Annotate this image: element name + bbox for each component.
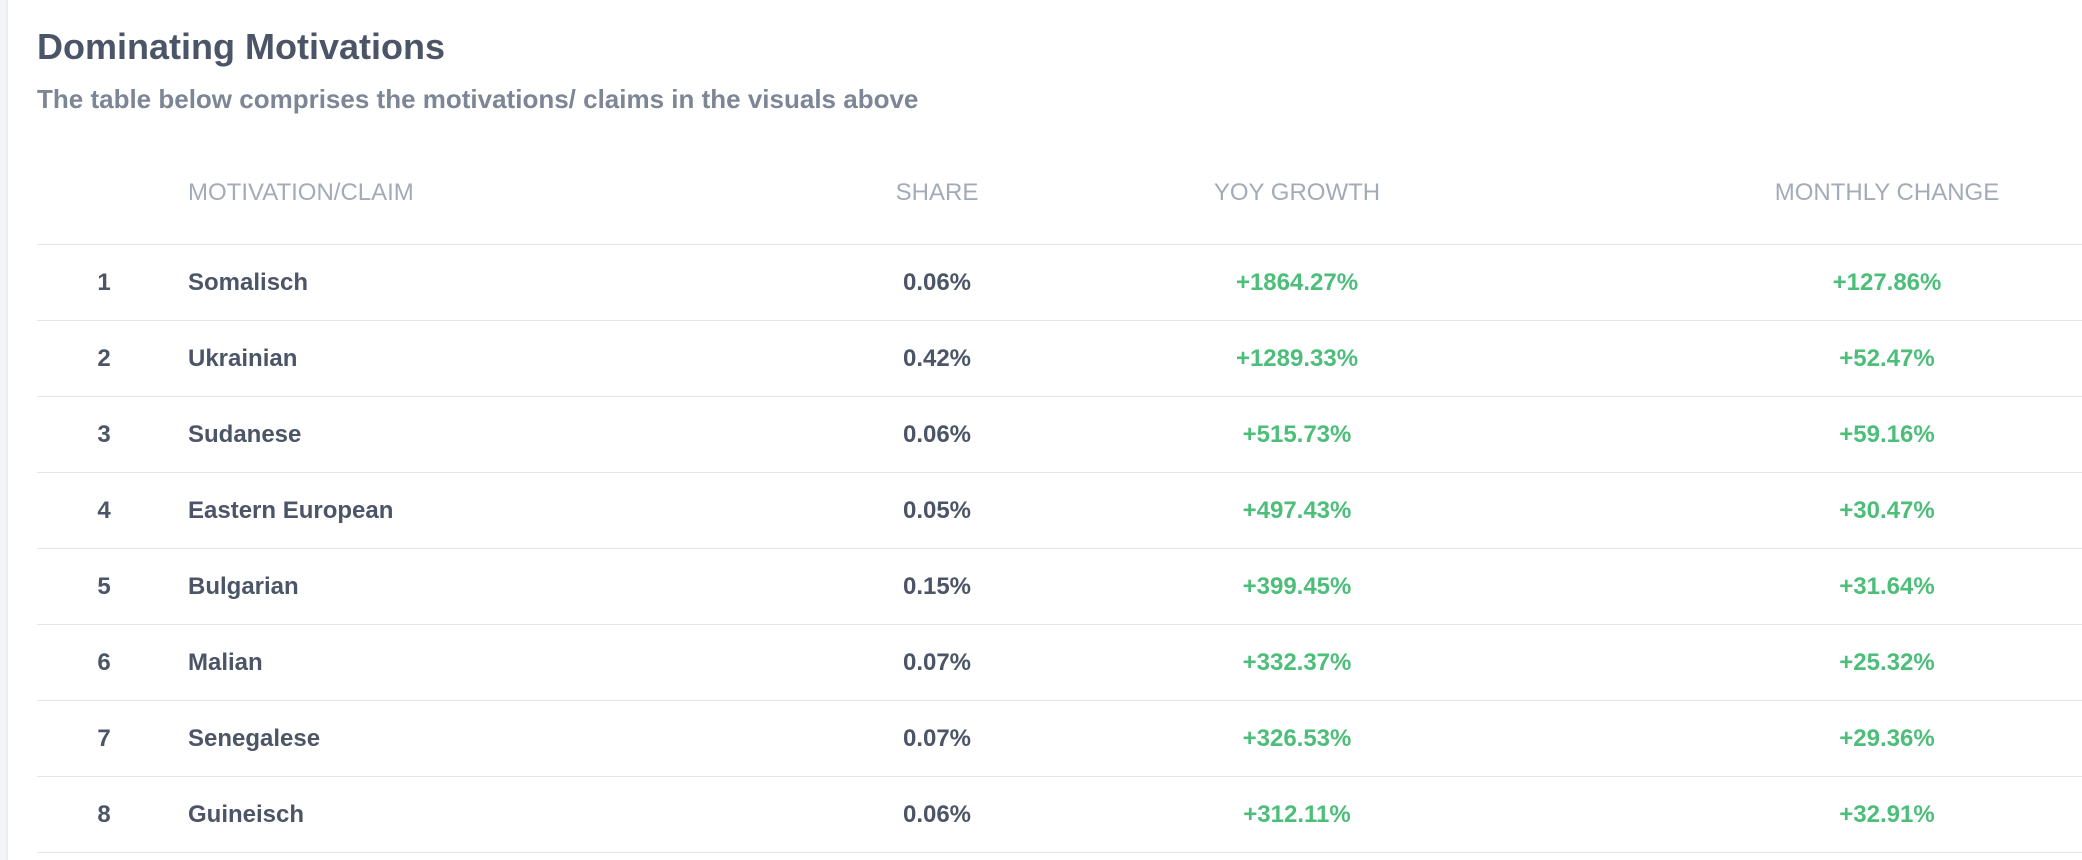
left-panel-border — [0, 0, 8, 860]
row-share: 0.07% — [902, 649, 972, 676]
table-header-row: MOTIVATION/CLAIM SHARE YOY GROWTH MONTHL… — [37, 168, 2082, 245]
row-yoy-growth: +497.43% — [1242, 497, 1352, 524]
table-row: 6 Malian 0.07% +332.37% +25.32% — [37, 625, 2082, 701]
row-motivation-name: Bulgarian — [188, 573, 299, 600]
row-motivation-name: Sudanese — [188, 421, 302, 448]
row-monthly-change: +25.32% — [1839, 649, 1935, 676]
row-share: 0.05% — [902, 497, 972, 524]
row-yoy-growth: +312.11% — [1243, 801, 1351, 828]
table-row: 1 Somalisch 0.06% +1864.27% +127.86% — [37, 245, 2082, 321]
row-motivation-name: Malian — [188, 649, 263, 676]
table-row: 5 Bulgarian 0.15% +399.45% +31.64% — [37, 549, 2082, 625]
row-share: 0.15% — [902, 573, 972, 600]
row-share: 0.42% — [902, 345, 972, 372]
header-yoy-growth[interactable]: YOY GROWTH — [1213, 179, 1381, 206]
row-yoy-growth: +1864.27% — [1235, 269, 1359, 296]
table-row: 2 Ukrainian 0.42% +1289.33% +52.47% — [37, 321, 2082, 397]
row-rank: 3 — [97, 421, 111, 448]
row-monthly-change: +52.47% — [1839, 345, 1935, 372]
row-rank: 2 — [97, 345, 111, 372]
row-monthly-change: +31.64% — [1839, 573, 1935, 600]
row-motivation-name: Eastern European — [188, 497, 394, 524]
row-rank: 1 — [97, 269, 111, 296]
section-title: Dominating Motivations — [37, 26, 445, 67]
row-monthly-change: +127.86% — [1832, 269, 1942, 296]
row-monthly-change: +29.36% — [1839, 725, 1935, 752]
row-share: 0.06% — [902, 421, 972, 448]
row-rank: 8 — [97, 801, 111, 828]
row-monthly-change: +30.47% — [1839, 497, 1935, 524]
motivations-table: MOTIVATION/CLAIM SHARE YOY GROWTH MONTHL… — [37, 168, 2082, 853]
row-rank: 6 — [97, 649, 111, 676]
row-motivation-name: Ukrainian — [188, 345, 298, 372]
row-motivation-name: Senegalese — [188, 725, 321, 752]
row-share: 0.07% — [902, 725, 972, 752]
row-rank: 7 — [97, 725, 111, 752]
row-yoy-growth: +332.37% — [1242, 649, 1352, 676]
row-rank: 4 — [97, 497, 111, 524]
row-yoy-growth: +326.53% — [1242, 725, 1352, 752]
table-row: 7 Senegalese 0.07% +326.53% +29.36% — [37, 701, 2082, 777]
header-monthly-change[interactable]: MONTHLY CHANGE — [1774, 179, 2000, 206]
table-row: 3 Sudanese 0.06% +515.73% +59.16% — [37, 397, 2082, 473]
row-share: 0.06% — [902, 801, 972, 828]
table-row: 8 Guineisch 0.06% +312.11% +32.91% — [37, 777, 2082, 853]
table-row: 4 Eastern European 0.05% +497.43% +30.47… — [37, 473, 2082, 549]
header-share[interactable]: SHARE — [895, 179, 979, 206]
section-subtitle: The table below comprises the motivation… — [37, 84, 919, 114]
row-motivation-name: Somalisch — [188, 269, 309, 296]
row-yoy-growth: +1289.33% — [1235, 345, 1359, 372]
row-monthly-change: +59.16% — [1839, 421, 1935, 448]
header-motivation-claim[interactable]: MOTIVATION/CLAIM — [188, 179, 414, 206]
row-share: 0.06% — [902, 269, 972, 296]
row-rank: 5 — [97, 573, 111, 600]
row-yoy-growth: +515.73% — [1242, 421, 1352, 448]
row-yoy-growth: +399.45% — [1242, 573, 1352, 600]
row-monthly-change: +32.91% — [1839, 801, 1935, 828]
row-motivation-name: Guineisch — [188, 801, 305, 828]
